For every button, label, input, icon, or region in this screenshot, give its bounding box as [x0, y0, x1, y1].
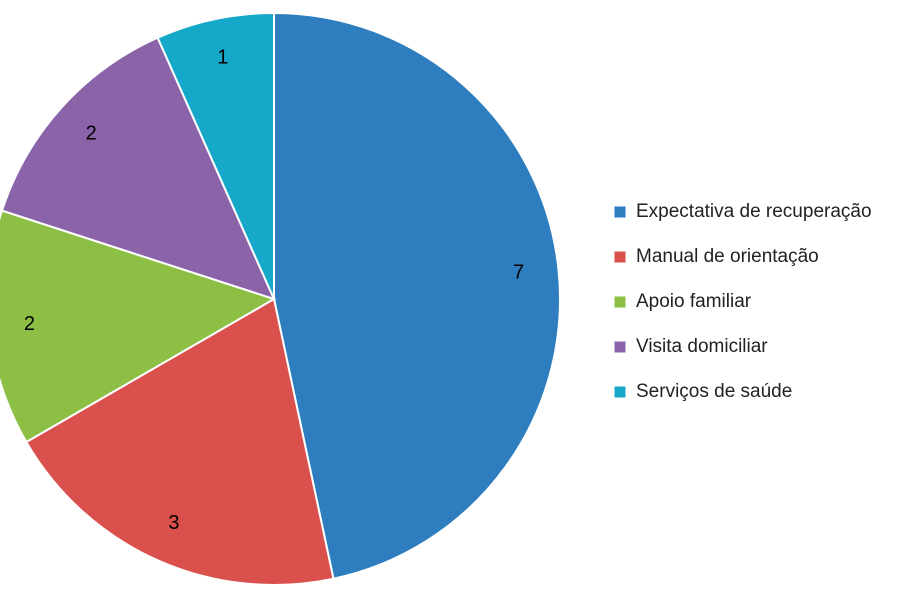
pie-data-labels: 7 3 2 2 1: [24, 47, 524, 534]
legend-label-expectativa-de-recuperacao: Expectativa de recuperação: [636, 201, 872, 222]
data-label-apoio-familiar: 2: [24, 313, 35, 335]
legend-swatch-apoio-familiar: [614, 296, 626, 308]
data-label-servicos-de-saude: 1: [217, 47, 228, 69]
pie-slice-manual-de-orientacao: [24, 297, 335, 586]
legend: Expectativa de recuperação Manual de orie…: [614, 201, 872, 402]
data-label-expectativa-de-recuperacao: 7: [513, 262, 524, 284]
pie-slice-servicos-de-saude: [156, 11, 275, 300]
legend-swatch-visita-domiciliar: [614, 341, 626, 353]
legend-swatch-expectativa-de-recuperacao: [614, 206, 626, 218]
legend-swatch-servicos-de-saude: [614, 386, 626, 398]
data-label-visita-domiciliar: 2: [86, 123, 97, 145]
legend-label-manual-de-orientacao: Manual de orientação: [636, 246, 819, 267]
data-label-manual-de-orientacao: 3: [168, 512, 179, 534]
legend-label-servicos-de-saude: Serviços de saúde: [636, 381, 792, 402]
pie-slices: [0, 11, 561, 586]
pie-slice-apoio-familiar: [0, 209, 277, 444]
pie-slice-visita-domiciliar: [0, 36, 276, 301]
pie-slice-expectativa-de-recuperacao: [273, 11, 561, 580]
legend-label-visita-domiciliar: Visita domiciliar: [636, 336, 768, 357]
legend-swatch-manual-de-orientacao: [614, 251, 626, 263]
legend-label-apoio-familiar: Apoio familiar: [636, 291, 752, 312]
